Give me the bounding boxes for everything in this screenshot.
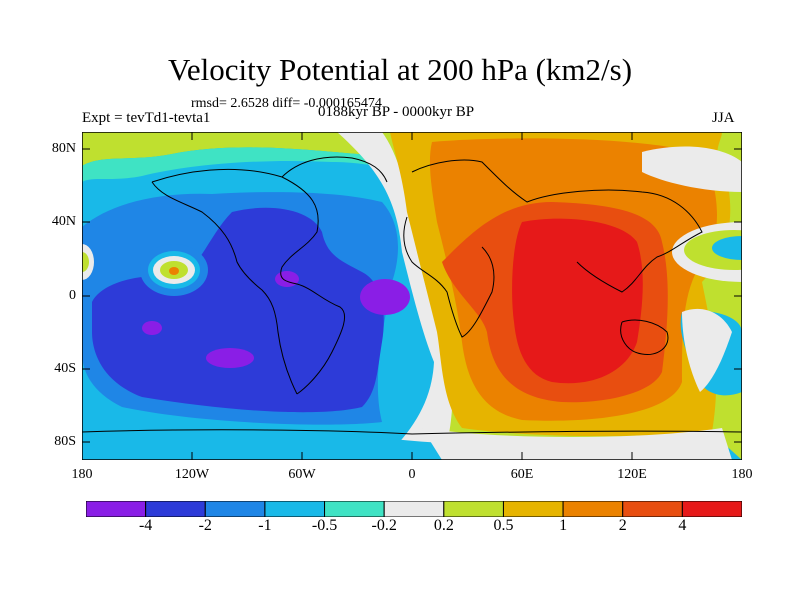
lat-label-40n: 40N <box>51 214 76 229</box>
contour-fill-purple-pacific <box>206 348 254 368</box>
lat-label-40s: 40S <box>54 361 76 376</box>
contour-fill-purple-west <box>142 321 162 335</box>
axis-ticks <box>82 132 742 460</box>
colorbar-tick-label: -2 <box>198 517 212 534</box>
contour-fill-purple-america <box>275 271 299 287</box>
colorbar-swatch <box>383 501 445 517</box>
contour-fill-south-white <box>422 428 732 460</box>
lon-label-180e: 180 <box>731 467 753 482</box>
lat-label-80n: 80N <box>51 141 76 156</box>
contour-fill-purple-atlantic <box>360 279 410 315</box>
lon-label-120w: 120W <box>174 467 210 482</box>
colorbar-swatch <box>324 501 385 517</box>
americas-coast-inner <box>151 181 298 395</box>
americas-coast-west <box>151 168 345 395</box>
colorbar-swatch <box>86 501 147 517</box>
contour-fill-southeast-white <box>682 308 732 392</box>
contour-fill-northeast-white <box>642 146 742 192</box>
colorbar-tick-label: -0.5 <box>311 517 338 534</box>
eurasia-coast <box>411 159 703 293</box>
colorbar-swatch <box>681 501 742 517</box>
contour-fill-island-orange <box>169 267 179 275</box>
lat-label-80s: 80S <box>54 434 76 449</box>
australia-coast <box>620 319 669 356</box>
colorbar-tick-label: 0.5 <box>493 517 514 534</box>
lat-label-0: 0 <box>69 288 76 303</box>
africa-coast <box>403 216 495 338</box>
colorbar <box>86 501 742 517</box>
map-title: Velocity Potential at 200 hPa (km2/s) <box>167 52 633 87</box>
velocity-potential-map <box>82 132 742 460</box>
stats-label: rmsd= 2.6528 diff= -0.000165474 <box>191 96 382 111</box>
colorbar-tick-label: 2 <box>618 517 627 534</box>
experiment-label: Expt = tevTd1-tevta1 <box>82 110 211 126</box>
colorbar-tick-label: -4 <box>138 517 153 534</box>
colorbar-swatch <box>562 501 624 517</box>
colorbar-tick-label: -1 <box>258 517 272 534</box>
colorbar-swatch <box>622 501 683 517</box>
season-label: JJA <box>712 110 735 126</box>
greenland-coast <box>281 156 388 183</box>
colorbar-swatch <box>443 501 504 517</box>
colorbar-swatch <box>502 501 564 517</box>
colorbar-swatch <box>204 501 266 517</box>
lon-label-120e: 120E <box>617 467 647 482</box>
colorbar-tick-label: 1 <box>559 517 568 534</box>
coastlines <box>82 156 742 435</box>
colorbar-tick-label: 4 <box>678 517 687 534</box>
period-label: 0188kyr BP - 0000kyr BP <box>318 104 475 120</box>
lon-label-60e: 60E <box>510 467 534 482</box>
colorbar-tick-label: -0.2 <box>371 517 397 534</box>
contour-fill-yellow-green <box>82 132 382 166</box>
lon-label-180w: 180 <box>71 467 93 482</box>
antarctica-coast <box>82 429 742 435</box>
lon-label-0: 0 <box>408 467 416 482</box>
colorbar-swatch <box>264 501 326 517</box>
contour-fill-left-edge-green <box>82 252 89 272</box>
colorbar-swatch <box>145 501 206 517</box>
contour-fill-red <box>512 218 643 384</box>
contour-fill-dark-blue <box>92 207 384 413</box>
contour-fill-teal-north <box>82 147 382 182</box>
lon-label-60w: 60W <box>288 467 316 482</box>
contour-fill-east-blue <box>712 236 742 260</box>
colorbar-tick-label: 0.2 <box>433 517 454 534</box>
